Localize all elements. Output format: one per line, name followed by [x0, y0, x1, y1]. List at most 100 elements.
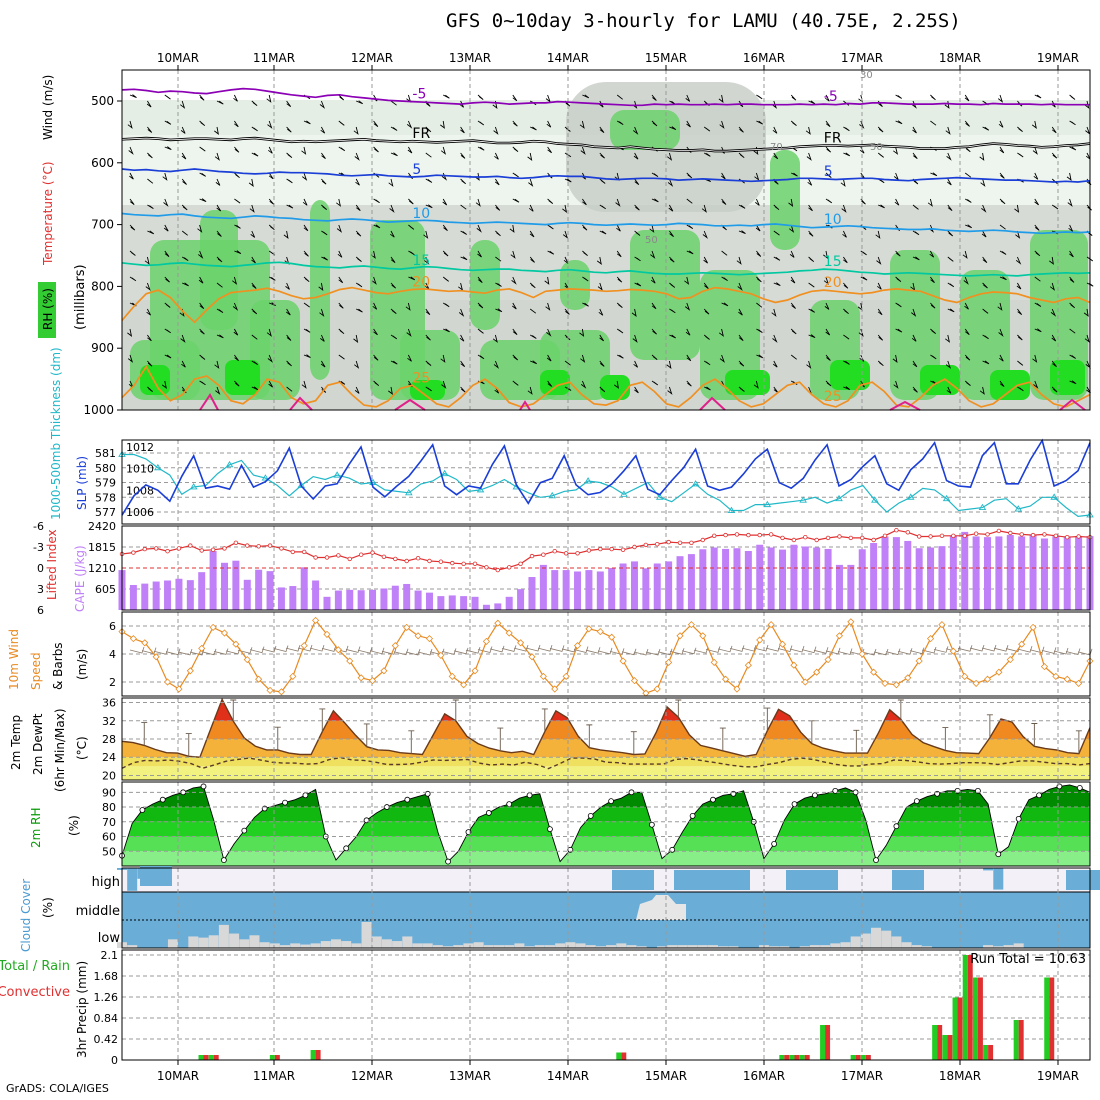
wind-barb	[549, 645, 565, 652]
minmax-whisker	[1075, 730, 1082, 754]
wind-barb	[982, 308, 989, 314]
high-cloud-bar	[612, 870, 654, 890]
wind-barb	[669, 334, 676, 339]
temp-axis-label: 2m DewPt	[31, 713, 45, 775]
lifted-index-marker	[131, 550, 136, 555]
wind-barb	[201, 648, 217, 656]
cape-bar	[596, 571, 604, 610]
wind-barb	[808, 308, 815, 313]
cape-bar	[927, 547, 935, 610]
wind-barb	[634, 282, 642, 287]
wind-barb	[1014, 204, 1020, 213]
wind-barb	[877, 152, 884, 158]
wind-barb	[1032, 354, 1038, 363]
li-tick-label: -6	[33, 520, 44, 533]
wind-barb	[199, 302, 205, 309]
wind-barb	[1017, 360, 1024, 366]
wind-barb	[685, 94, 691, 102]
wind-barb	[477, 120, 485, 126]
wind-barb	[596, 256, 602, 265]
low-cloud-bar	[606, 945, 617, 948]
wind-barb	[441, 380, 447, 389]
cape-bar	[699, 549, 707, 610]
wind-barb	[1015, 256, 1022, 265]
low-cloud-bar	[891, 936, 902, 948]
contour-label: 25	[412, 370, 430, 386]
thickness-marker	[906, 493, 915, 500]
cape-bar	[961, 531, 969, 610]
lifted-index-marker	[438, 559, 444, 564]
low-cloud-bar	[412, 943, 423, 948]
cape-bar	[528, 577, 536, 610]
wind-barb	[390, 256, 396, 264]
rh-marker	[913, 798, 920, 805]
cape-bar	[505, 596, 513, 610]
wind-barb	[495, 204, 501, 211]
wind-barb	[765, 645, 781, 652]
y-tick-label: 579	[95, 477, 116, 490]
wind-barb	[893, 146, 899, 155]
lifted-index-marker	[882, 533, 888, 538]
low-cloud-bar	[830, 943, 841, 948]
precip-total-bar	[952, 997, 958, 1060]
wind-barb	[843, 256, 848, 264]
wind-barb	[303, 120, 311, 125]
wind-barb	[225, 647, 241, 655]
lifted-index-marker	[427, 558, 432, 564]
wind-barb	[406, 328, 412, 337]
wind-barb	[338, 328, 345, 335]
wind-barb	[476, 224, 482, 233]
wind-barb	[189, 648, 205, 656]
wind-barb	[911, 308, 917, 317]
wind-barb	[303, 224, 309, 232]
wind-barb	[930, 172, 938, 177]
li-tick-label: 6	[37, 604, 44, 617]
rh-marker	[159, 796, 166, 803]
high-cloud-bar	[993, 868, 1004, 890]
wind-barb	[249, 204, 255, 213]
wind-barb	[777, 645, 793, 652]
wind-barb	[286, 308, 291, 316]
precip-convective-bar	[825, 1025, 831, 1060]
wind-barb	[251, 308, 258, 315]
wind-barb	[530, 360, 537, 365]
wind-barb	[530, 126, 537, 131]
wind-barb	[789, 224, 795, 233]
wind-barb	[651, 380, 659, 386]
precip-convective-bar	[804, 1055, 810, 1060]
cape-tick-label: 1210	[88, 562, 116, 575]
rh-marker	[995, 851, 1002, 858]
wind-barb	[686, 354, 692, 362]
wind-barb	[667, 152, 673, 161]
lifted-index-marker	[507, 565, 512, 570]
wind-barb	[266, 328, 272, 337]
wind-barb	[286, 360, 292, 367]
wind-barb	[997, 94, 1004, 103]
y-tick-label: 1000	[83, 403, 114, 417]
wind-barb	[165, 648, 181, 656]
y-tick-label: 70	[102, 816, 116, 829]
wind-barb	[423, 230, 429, 239]
wind-barb	[129, 94, 137, 99]
wind-barb	[843, 308, 849, 315]
wind-barb	[1084, 334, 1090, 343]
wind-barb	[685, 328, 691, 336]
wind-barb	[808, 282, 815, 288]
wind-barb	[999, 354, 1004, 362]
rh-saturated-area	[225, 360, 260, 395]
wind-barb	[597, 647, 613, 655]
date-label-bottom: 10MAR	[157, 1069, 199, 1083]
lifted-index-marker	[1065, 535, 1070, 540]
cloud-level-label: high	[92, 875, 120, 890]
wind-barb	[393, 648, 409, 656]
precip-total-bar	[932, 1025, 938, 1060]
wind-barb	[147, 178, 154, 184]
lifted-index-marker	[1042, 532, 1047, 537]
wind-barb	[631, 308, 637, 317]
cape-bar	[687, 554, 695, 610]
date-label-bottom: 14MAR	[547, 1069, 589, 1083]
wind-barb	[684, 302, 691, 311]
wind-barb	[286, 126, 292, 133]
wind-barb	[599, 178, 606, 184]
cape-bar	[220, 562, 228, 610]
